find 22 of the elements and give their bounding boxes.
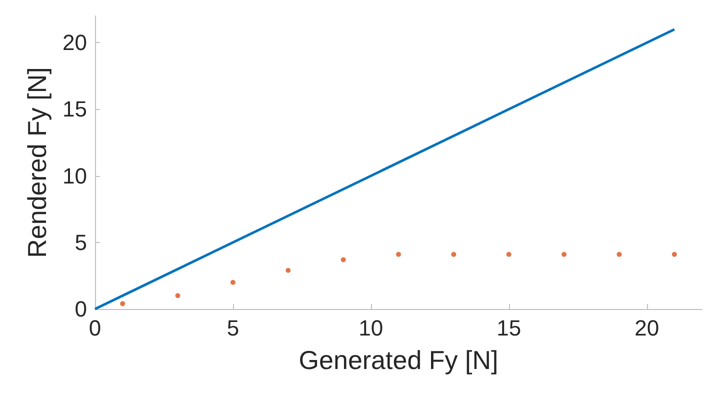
- point: [340, 257, 346, 262]
- x-tick-label: 15: [496, 316, 522, 340]
- point: [120, 301, 126, 306]
- x-tick-label: 10: [358, 316, 384, 340]
- x-tick-label: 5: [226, 316, 240, 340]
- point: [562, 252, 567, 257]
- point: [230, 280, 236, 285]
- point: [506, 252, 512, 257]
- point: [616, 252, 622, 257]
- x-tick-label: 20: [634, 316, 660, 340]
- point: [175, 293, 180, 298]
- point: [286, 268, 291, 273]
- y-tick-label: 5: [74, 230, 87, 255]
- y-tick-label: 20: [62, 30, 87, 56]
- x-axis-title: Generated Fy [N]: [298, 345, 498, 375]
- y-axis-title: Rendered Fy [N]: [22, 67, 52, 258]
- point: [672, 252, 677, 257]
- point: [396, 252, 401, 257]
- y-tick-label: 0: [74, 296, 87, 322]
- point: [451, 252, 456, 257]
- y-tick-label: 15: [62, 96, 87, 122]
- y-tick-label: 10: [62, 163, 87, 188]
